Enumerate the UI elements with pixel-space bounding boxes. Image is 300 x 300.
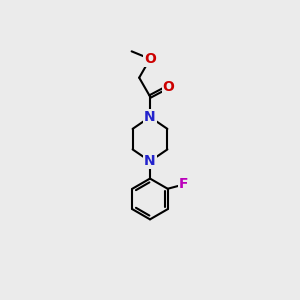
Text: O: O bbox=[144, 52, 156, 66]
Text: O: O bbox=[162, 80, 174, 94]
Text: N: N bbox=[144, 154, 156, 168]
Text: F: F bbox=[179, 177, 189, 191]
Text: N: N bbox=[144, 110, 156, 124]
